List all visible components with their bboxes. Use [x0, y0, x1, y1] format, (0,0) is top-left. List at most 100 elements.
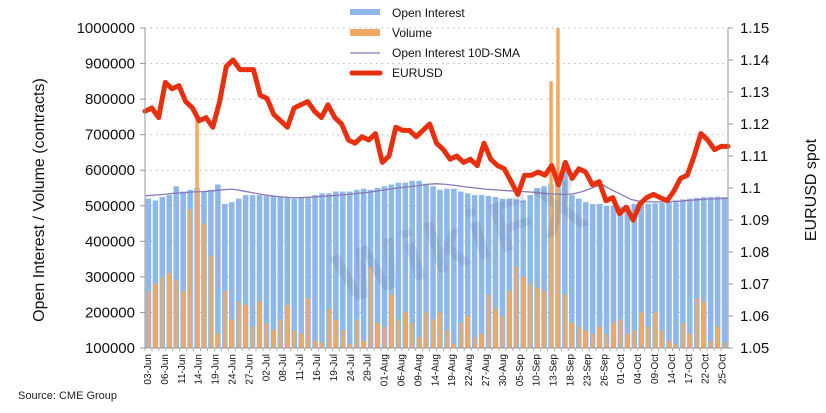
y2-tick-label: 1.1 [740, 180, 761, 197]
x-tick-label: 03-Jun [143, 354, 154, 385]
volume-bar [459, 323, 463, 348]
open-interest-bar [700, 197, 707, 348]
y-tick-label: 900000 [85, 56, 135, 73]
x-tick-label: 06-Jun [160, 354, 171, 385]
volume-bar [445, 330, 449, 348]
open-interest-bar [173, 186, 180, 348]
open-interest-bar [451, 188, 457, 348]
open-interest-bar [652, 203, 658, 348]
volume-bar [250, 326, 255, 348]
open-interest-bar [256, 195, 263, 348]
y2-tick-label: 1.09 [740, 212, 769, 229]
volume-bar [708, 340, 713, 348]
left-y-ticks: 100000 200000 300000 400000 500000 600000 7000… [77, 20, 145, 357]
volume-bar [341, 330, 345, 348]
open-interest-bar [458, 191, 464, 348]
open-interest-bar [680, 199, 686, 348]
open-interest-bar [388, 184, 395, 348]
volume-bar [618, 319, 623, 348]
x-tick-label: 06-Aug [397, 354, 408, 386]
volume-bar [292, 330, 296, 348]
volume-bar [667, 340, 671, 348]
legend: Open Interest Volume Open Interest 10D-S… [349, 6, 520, 80]
volume-bar [209, 255, 213, 348]
y2-tick-label: 1.07 [740, 276, 769, 293]
open-interest-bar [222, 204, 228, 348]
x-tick-label: 11-Jul [295, 354, 306, 381]
open-interest-bar [291, 198, 297, 348]
open-interest-bar [582, 202, 589, 348]
x-tick-label: 18-Sep [566, 354, 577, 387]
volume-bar [479, 333, 484, 348]
open-interest-bar [277, 196, 284, 348]
open-interest-bar [464, 193, 471, 348]
volume-bar [556, 28, 560, 348]
volume-bar [452, 344, 456, 348]
open-interest-bar [610, 205, 617, 348]
x-tick-label: 24-Jul [346, 354, 357, 381]
volume-bar [535, 287, 539, 348]
y-tick-label: 600000 [85, 162, 135, 179]
open-interest-bar [471, 195, 478, 348]
open-interest-bar [631, 204, 638, 348]
open-interest-bar [673, 200, 679, 348]
open-interest-bar [499, 198, 506, 348]
volume-bar [167, 273, 172, 348]
volume-bar [438, 312, 442, 348]
y2-tick-label: 1.06 [740, 308, 769, 325]
volume-bar [583, 330, 588, 348]
legend-label-open-interest: Open Interest [392, 6, 465, 20]
open-interest-bar [305, 196, 311, 348]
y-tick-label: 100000 [85, 340, 135, 357]
volume-bar [153, 284, 158, 348]
x-tick-label: 02-Jul [261, 354, 272, 381]
y-tick-label: 300000 [85, 269, 135, 286]
x-tick-label: 26-Sep [599, 354, 610, 387]
open-interest-bar [423, 183, 429, 348]
x-tick-label: 01-Aug [380, 354, 391, 386]
open-interest-bar [235, 198, 242, 348]
open-interest-bar [617, 206, 624, 348]
open-interest-bar [145, 198, 152, 348]
open-interest-bar [520, 200, 527, 348]
open-interest-bar [346, 191, 353, 348]
volume-bar [611, 323, 616, 348]
open-interest-bar [603, 205, 610, 348]
open-interest-bar [152, 200, 159, 348]
x-tick-label: 16-Jul [312, 354, 323, 381]
volume-bar [417, 337, 421, 348]
open-interest-bar [402, 182, 409, 348]
x-ticks: 03-Jun 06-Jun 11-Jun 14-Jun 19-Jun 24-Jun 27-J… [143, 348, 729, 386]
volume-bar [257, 301, 262, 348]
open-interest-bar [242, 195, 249, 348]
volume-bar [570, 323, 574, 348]
right-y-ticks: 1.05 1.06 1.07 1.08 1.09 1.1 1.11 1.12 1.13 1.14 1… [728, 20, 769, 357]
open-interest-bar [416, 180, 422, 348]
open-interest-bar [228, 202, 235, 348]
open-interest-bar [687, 198, 693, 348]
y2-tick-label: 1.12 [740, 116, 769, 133]
volume-bar [507, 291, 512, 348]
open-interest-bar [569, 195, 575, 348]
volume-bar [230, 319, 234, 348]
volume-bars [146, 28, 727, 348]
open-interest-bar [249, 195, 256, 348]
y2-tick-label: 1.15 [740, 20, 769, 37]
volume-bar [146, 291, 151, 348]
sma-line-group [144, 183, 729, 203]
volume-bar [243, 305, 248, 348]
open-interest-bar [707, 196, 714, 348]
open-interest-bar [395, 182, 402, 348]
volume-bar [223, 291, 227, 348]
x-tick-label: 17-Oct [684, 354, 695, 384]
x-tick-label: 11-Jun [177, 354, 188, 384]
volume-bar [486, 294, 491, 348]
y-axis-label: Open Interest / Volume (contracts) [31, 78, 48, 322]
volume-bar [271, 330, 276, 348]
y2-tick-label: 1.14 [740, 52, 769, 69]
y-tick-label: 800000 [85, 91, 135, 108]
volume-bar [236, 301, 241, 348]
volume-bar [688, 333, 692, 348]
volume-bar [521, 276, 525, 348]
volume-bar [528, 284, 532, 348]
